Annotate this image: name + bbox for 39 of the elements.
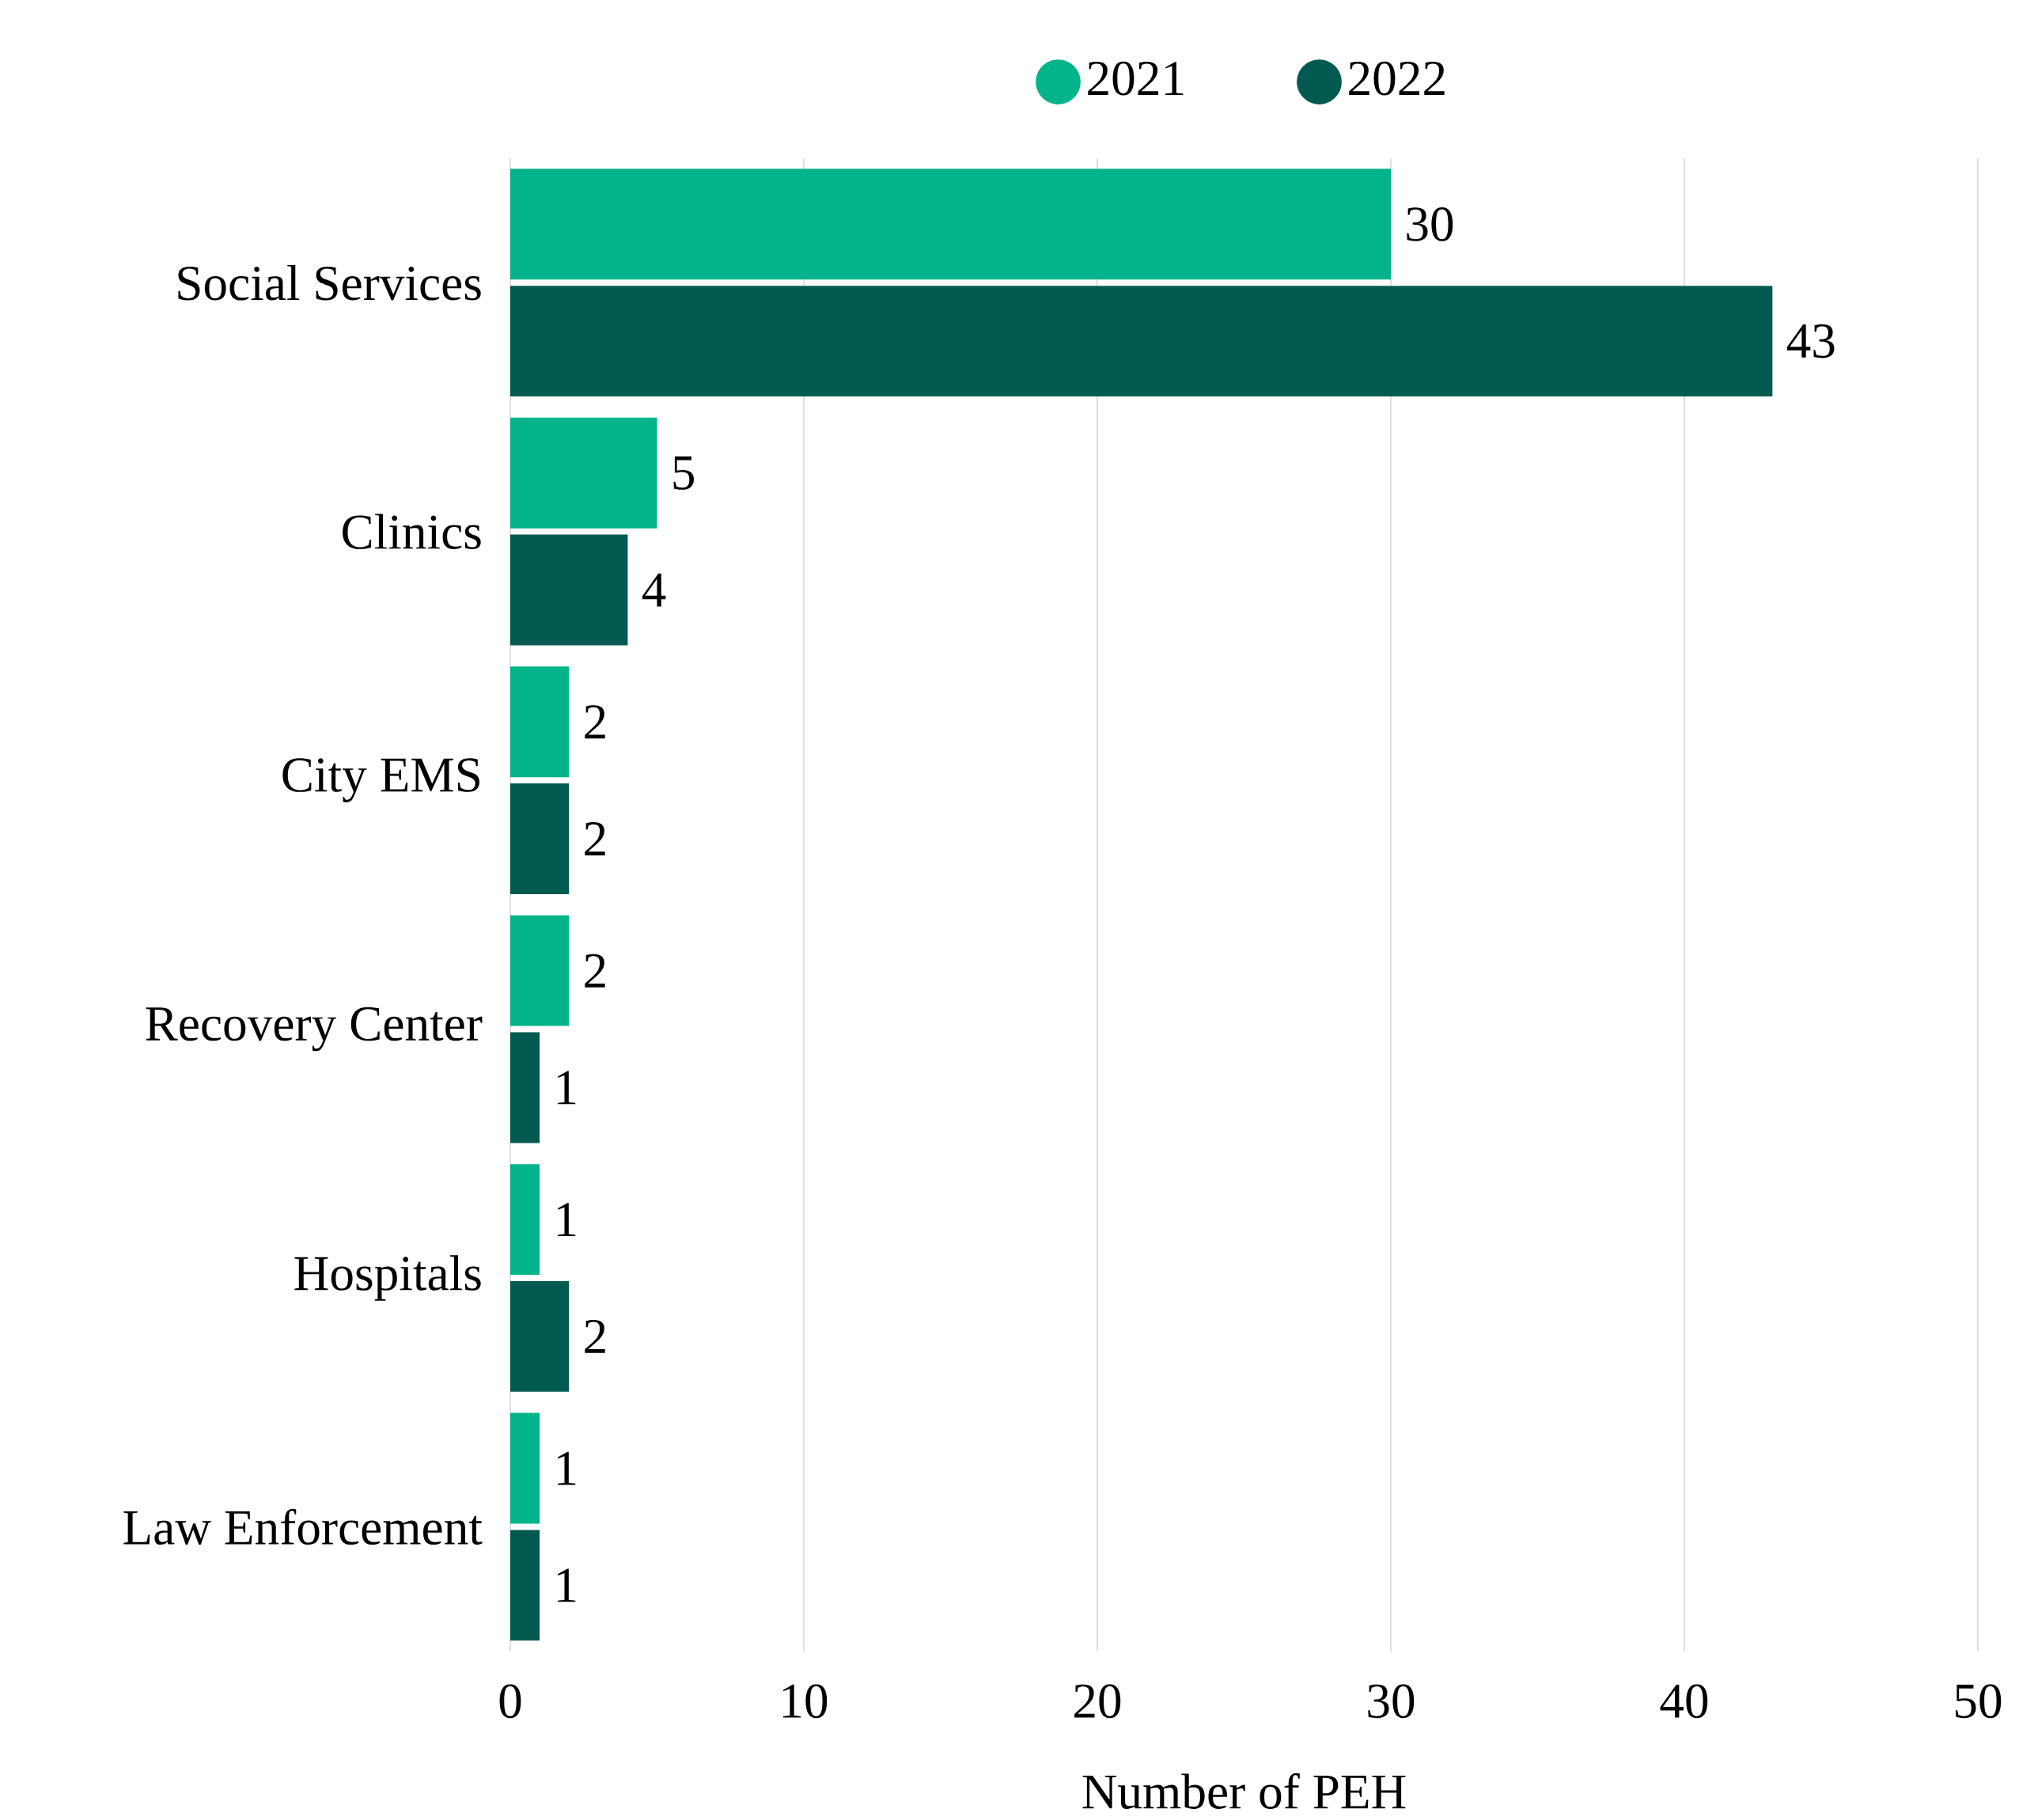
data-label: 1 — [557, 1203, 576, 1237]
bar — [510, 666, 570, 778]
bar — [510, 1530, 540, 1641]
data-label: 2 — [585, 1319, 605, 1353]
data-label: 30 — [1407, 207, 1453, 241]
bar — [510, 169, 1391, 280]
bar — [510, 1280, 570, 1392]
bar — [510, 1032, 540, 1143]
bar — [510, 417, 657, 529]
bar — [510, 534, 628, 646]
x-tick-label: 10 — [782, 1684, 828, 1719]
bar — [510, 1412, 540, 1524]
data-label: 1 — [557, 1071, 576, 1105]
data-label: 2 — [585, 954, 605, 988]
data-label: 4 — [642, 573, 666, 607]
y-tick-label: Recovery Center — [146, 1007, 483, 1052]
x-tick-label: 40 — [1660, 1684, 1708, 1719]
bar — [510, 286, 1773, 397]
data-label: 5 — [673, 456, 695, 490]
data-label: 2 — [585, 705, 605, 739]
y-tick-label: Clinics — [343, 514, 481, 549]
legend-label: 2021 — [1088, 61, 1184, 96]
y-tick-label: Law Enforcement — [123, 1508, 483, 1545]
x-tick-label: 50 — [1956, 1684, 2002, 1719]
y-tick-label: City EMS — [282, 758, 479, 802]
y-tick-label: Hospitals — [294, 1255, 481, 1301]
data-label: 1 — [557, 1568, 576, 1602]
x-tick-label: 30 — [1368, 1684, 1415, 1719]
bar — [510, 915, 570, 1026]
data-label: 43 — [1786, 324, 1835, 358]
x-tick-label: 0 — [499, 1684, 521, 1719]
legend-label: 2022 — [1349, 61, 1445, 96]
data-label: 2 — [585, 822, 605, 855]
bar — [510, 783, 570, 894]
data-label: 1 — [557, 1451, 576, 1485]
y-tick-label: Social Services — [178, 264, 481, 301]
x-axis-title: Number of PEH — [1082, 1773, 1406, 1809]
bar — [510, 1164, 540, 1276]
x-tick-label: 20 — [1074, 1684, 1121, 1719]
